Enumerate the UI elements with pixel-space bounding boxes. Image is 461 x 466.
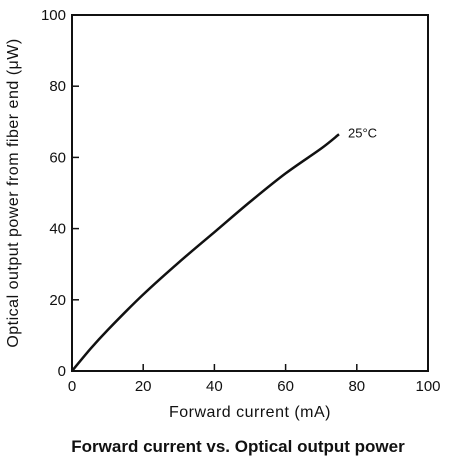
plot-frame [71,14,429,372]
series-line-25c [71,133,340,372]
x-tick-label-60: 60 [277,378,294,395]
x-tick-label-100: 100 [415,378,440,395]
x-tick-label-20: 20 [135,378,152,395]
chart-title: Forward current vs. Optical output power [71,437,405,456]
y-tick-label-40: 40 [49,221,66,238]
y-tick-label-60: 60 [49,149,66,166]
series-label-25c: 25°C [348,125,377,140]
y-tick-label-0: 0 [58,363,66,380]
x-axis-label: Forward current (mA) [169,404,331,421]
y-tick-label-20: 20 [49,292,66,309]
x-tick-label-40: 40 [206,378,223,395]
x-tick-label-0: 0 [68,378,76,395]
x-tick-label-80: 80 [348,378,365,395]
y-tick-label-100: 100 [41,7,66,24]
y-tick-label-80: 80 [49,78,66,95]
y-axis-label: Optical output power from fiber end (μW) [5,38,22,347]
